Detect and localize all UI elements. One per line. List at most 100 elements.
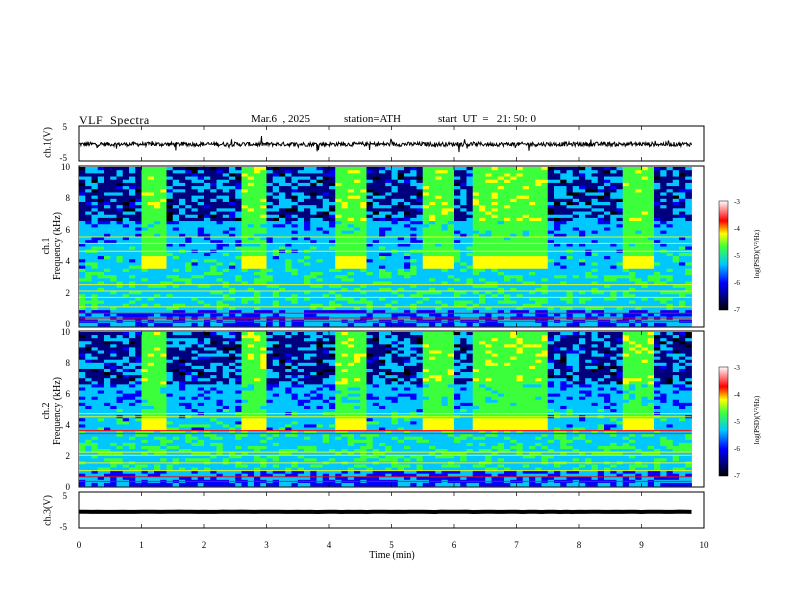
spectrogram-cell bbox=[141, 217, 149, 222]
spectrogram-cell bbox=[304, 294, 311, 298]
spectrogram-cell bbox=[316, 186, 324, 190]
spectrogram-cell bbox=[247, 303, 255, 308]
spectrogram-cell bbox=[454, 300, 461, 305]
spectrogram-cell bbox=[654, 217, 661, 222]
spectrogram-cell bbox=[672, 179, 680, 184]
spectrogram-cell bbox=[616, 214, 624, 219]
spectrogram-cell bbox=[535, 294, 542, 298]
spectrogram-cell bbox=[322, 182, 330, 187]
spectrogram-cell bbox=[685, 268, 692, 273]
spectrogram-cell bbox=[622, 275, 630, 279]
spectrogram-cell bbox=[504, 233, 511, 238]
spectrogram-cell bbox=[304, 252, 311, 257]
spectrogram-cell bbox=[547, 224, 555, 228]
spectrogram-cell bbox=[316, 268, 324, 273]
spectrogram-cell bbox=[397, 281, 405, 286]
spectrogram-cell bbox=[472, 176, 480, 181]
spectrogram-cell bbox=[160, 294, 167, 298]
spectrogram-cell bbox=[647, 265, 655, 270]
spectrogram-cell bbox=[435, 189, 442, 193]
spectrogram-cell bbox=[597, 265, 605, 270]
spectrogram-cell bbox=[566, 195, 574, 200]
spectrogram-cell bbox=[241, 173, 249, 177]
spectrogram-cell bbox=[216, 297, 224, 301]
spectrogram-cell bbox=[491, 281, 499, 286]
spectrogram-cell bbox=[129, 198, 136, 203]
spectrogram-cell bbox=[216, 246, 224, 251]
spectrogram-cell bbox=[79, 306, 86, 311]
spectrogram-cell bbox=[122, 256, 130, 260]
spectrogram-cell bbox=[110, 300, 117, 305]
spectrogram-cell bbox=[160, 284, 167, 289]
spectrogram-cell bbox=[504, 252, 511, 257]
spectrogram-cell bbox=[579, 278, 586, 282]
spectrogram-cell bbox=[210, 195, 217, 200]
spectrogram-cell bbox=[585, 230, 592, 235]
spectrogram-cell bbox=[560, 246, 567, 251]
spectrogram-cell bbox=[179, 236, 186, 241]
spectrogram-cell bbox=[104, 243, 111, 247]
spectrogram-cell bbox=[185, 214, 192, 219]
spectrogram-cell bbox=[591, 214, 599, 219]
spectrogram-cell bbox=[479, 201, 486, 206]
spectrogram-cell bbox=[391, 271, 399, 276]
spectrogram-cell bbox=[116, 300, 124, 305]
spectrogram-cell bbox=[116, 262, 124, 266]
spectrogram-cell bbox=[166, 214, 174, 219]
spectrogram-cell bbox=[429, 189, 436, 193]
spectrogram-cell bbox=[372, 221, 380, 225]
spectrogram-cell bbox=[104, 227, 111, 231]
spectrogram-cell bbox=[197, 167, 205, 171]
spectrogram-cell bbox=[160, 246, 167, 251]
spectrogram-cell bbox=[260, 313, 267, 317]
spectrogram-cell bbox=[304, 313, 311, 317]
spectrogram-cell bbox=[454, 262, 461, 266]
spectrogram-cell bbox=[335, 313, 342, 317]
spectrogram-cell bbox=[604, 182, 611, 187]
spectrogram-cell bbox=[197, 176, 205, 181]
spectrogram-cell bbox=[235, 256, 242, 260]
spectrogram-cell bbox=[622, 291, 630, 295]
spectrogram-cell bbox=[141, 262, 149, 266]
spectrogram-cell bbox=[104, 303, 111, 308]
spectrogram-cell bbox=[510, 233, 517, 238]
spectrogram-cell bbox=[472, 189, 480, 193]
spectrogram-cell bbox=[247, 233, 255, 238]
spectrogram-cell bbox=[604, 205, 611, 209]
spectrogram-cell bbox=[441, 252, 449, 257]
spectrogram-cell bbox=[197, 281, 205, 286]
spectrogram-cell bbox=[97, 173, 105, 177]
spectrogram-cell bbox=[366, 246, 374, 251]
spectrogram-cell bbox=[441, 310, 449, 314]
spectrogram-cell bbox=[110, 287, 117, 292]
spectrogram-cell bbox=[541, 297, 549, 301]
spectrogram-cell bbox=[522, 297, 530, 301]
spectrogram-cell bbox=[441, 167, 449, 171]
spectrogram-cell bbox=[79, 372, 86, 376]
spectrogram-cell bbox=[685, 271, 692, 276]
spectrogram-cell bbox=[666, 224, 674, 228]
spectrogram-cell bbox=[410, 313, 417, 317]
spectrogram-cell bbox=[410, 182, 417, 187]
spectrogram-cell bbox=[216, 287, 224, 292]
spectrogram-cell bbox=[447, 208, 455, 212]
spectrogram-cell bbox=[272, 287, 280, 292]
spectrogram-cell bbox=[272, 322, 280, 327]
spectrogram-cell bbox=[391, 262, 399, 266]
spectrogram-cell bbox=[229, 256, 236, 260]
spectrogram-cell bbox=[635, 259, 642, 263]
spectrogram-cell bbox=[197, 182, 205, 187]
spectrogram-cell bbox=[572, 322, 580, 327]
spectrogram-cell bbox=[610, 243, 617, 247]
spectrogram-cell bbox=[172, 268, 180, 273]
spectrogram-cell bbox=[572, 182, 580, 187]
spectrogram-cell bbox=[135, 217, 142, 222]
spectrogram-cell bbox=[197, 201, 205, 206]
spectrogram-cell bbox=[260, 303, 267, 308]
spectrogram-cell bbox=[135, 240, 142, 244]
spectrogram-cell bbox=[410, 236, 417, 241]
spectrogram-cell bbox=[204, 265, 211, 270]
spectrogram-cell bbox=[197, 268, 205, 273]
spectrogram-cell bbox=[679, 284, 686, 289]
spectrogram-cell bbox=[147, 268, 155, 273]
